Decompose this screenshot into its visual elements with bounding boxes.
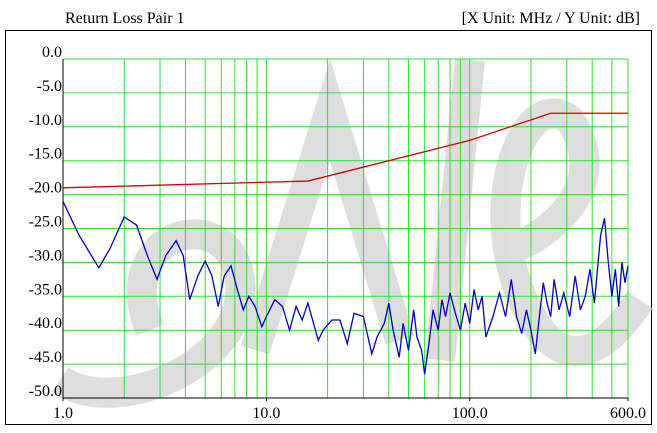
x-tick-label: 1.0 [53,405,73,422]
watermark-stroke [425,58,485,362]
y-tick-label: -40.0 [29,315,62,332]
watermark-stroke [490,98,653,367]
x-tick-label: 600.0 [610,405,646,422]
x-tick-label: 100.0 [452,405,488,422]
watermark-stroke [240,59,415,355]
watermark [51,58,653,408]
y-tick-label: -5.0 [37,78,62,95]
chart-subtitle: [X Unit: MHz / Y Unit: dB] [462,10,640,27]
y-tick-label: 0.0 [42,44,62,61]
y-tick-label: -35.0 [29,281,62,298]
watermark-stroke [51,219,256,408]
series-line [62,201,629,375]
y-tick-label: -25.0 [29,214,62,231]
chart-title: Return Loss Pair 1 [65,10,185,27]
y-tick-label: -10.0 [29,112,62,129]
series-line [62,112,628,189]
y-tick-label: -50.0 [29,383,62,400]
y-tick-label: -20.0 [29,180,62,197]
y-tick-label: -15.0 [29,146,62,163]
y-tick-label: -45.0 [29,349,62,366]
x-tick-label: 10.0 [252,405,280,422]
y-tick-label: -30.0 [29,247,62,264]
